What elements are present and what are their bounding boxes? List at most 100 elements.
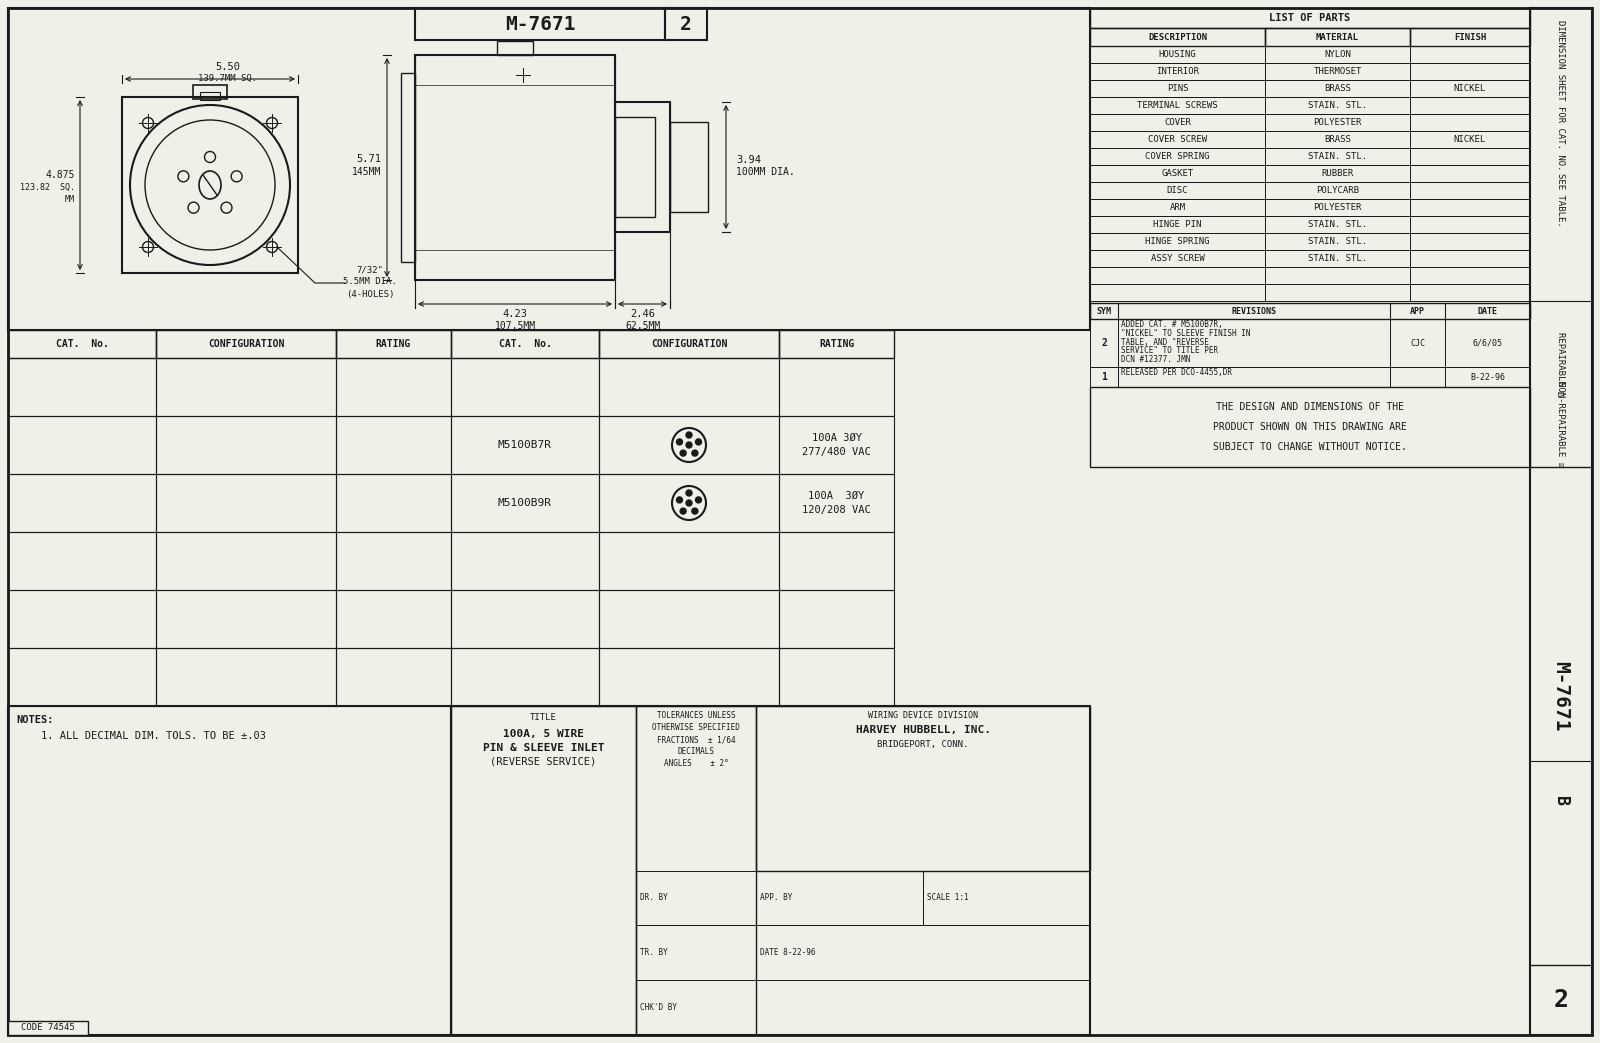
- Text: SYM: SYM: [1096, 307, 1112, 315]
- Text: BRASS: BRASS: [1325, 135, 1350, 144]
- Bar: [157, 474, 336, 532]
- Bar: [779, 474, 894, 532]
- Bar: [923, 871, 1090, 925]
- Bar: [1090, 28, 1266, 46]
- Text: CAT.  No.: CAT. No.: [499, 339, 552, 349]
- Bar: [336, 358, 451, 416]
- Text: REPAIRABLE □: REPAIRABLE □: [1557, 332, 1565, 396]
- Text: APP: APP: [1410, 307, 1426, 315]
- Text: SEE TABLE.: SEE TABLE.: [1557, 173, 1565, 227]
- Bar: [1410, 131, 1530, 148]
- Text: 2: 2: [1101, 338, 1107, 348]
- Bar: [1390, 367, 1445, 387]
- Bar: [1266, 233, 1410, 250]
- Text: SCALE 1:1: SCALE 1:1: [926, 894, 968, 902]
- Bar: [614, 117, 654, 217]
- Bar: [8, 648, 157, 706]
- Text: LIST OF PARTS: LIST OF PARTS: [1269, 13, 1350, 23]
- Bar: [1090, 46, 1266, 63]
- Bar: [1090, 131, 1266, 148]
- Bar: [1266, 148, 1410, 165]
- Bar: [8, 8, 1090, 330]
- Bar: [1090, 216, 1266, 233]
- Bar: [1445, 367, 1530, 387]
- Bar: [414, 55, 614, 280]
- Text: MATERIAL: MATERIAL: [1315, 32, 1358, 42]
- Text: 4.23: 4.23: [502, 309, 528, 319]
- Text: 62.5MM: 62.5MM: [626, 321, 661, 331]
- Circle shape: [686, 490, 691, 496]
- Text: 2.46: 2.46: [630, 309, 654, 319]
- Text: CODE 74545: CODE 74545: [21, 1023, 75, 1033]
- Bar: [637, 980, 757, 1035]
- Text: SUBJECT TO CHANGE WITHOUT NOTICE.: SUBJECT TO CHANGE WITHOUT NOTICE.: [1213, 442, 1406, 452]
- Bar: [1090, 267, 1266, 284]
- Bar: [1090, 165, 1266, 181]
- Bar: [336, 416, 451, 474]
- Bar: [1090, 387, 1530, 467]
- Bar: [157, 532, 336, 590]
- Bar: [1445, 319, 1530, 367]
- Bar: [1410, 199, 1530, 216]
- Circle shape: [686, 432, 691, 438]
- Text: COVER: COVER: [1165, 118, 1190, 127]
- Text: APP. BY: APP. BY: [760, 894, 792, 902]
- Bar: [1410, 80, 1530, 97]
- Bar: [637, 871, 757, 925]
- Text: 2: 2: [1554, 988, 1568, 1012]
- Text: 5.5MM DIA.: 5.5MM DIA.: [342, 277, 397, 287]
- Bar: [8, 474, 157, 532]
- Text: PIN & SLEEVE INLET: PIN & SLEEVE INLET: [483, 743, 605, 753]
- Circle shape: [686, 442, 691, 448]
- Bar: [157, 416, 336, 474]
- Bar: [8, 330, 157, 358]
- Bar: [757, 871, 923, 925]
- Bar: [451, 532, 598, 590]
- Text: 2: 2: [680, 15, 691, 33]
- Bar: [451, 590, 598, 648]
- Bar: [1266, 165, 1410, 181]
- Bar: [1090, 367, 1118, 387]
- Bar: [157, 358, 336, 416]
- Text: 1. ALL DECIMAL DIM. TOLS. TO BE ±.03: 1. ALL DECIMAL DIM. TOLS. TO BE ±.03: [16, 731, 266, 741]
- Text: REVISIONS: REVISIONS: [1232, 307, 1277, 315]
- Text: SERVICE" TO TITLE PER: SERVICE" TO TITLE PER: [1122, 346, 1218, 355]
- Text: NICKEL: NICKEL: [1454, 135, 1486, 144]
- Bar: [451, 474, 598, 532]
- Bar: [757, 706, 1090, 871]
- Bar: [598, 474, 779, 532]
- Text: TITLE: TITLE: [530, 713, 557, 723]
- Text: NON-REPAIRABLE ☒: NON-REPAIRABLE ☒: [1557, 381, 1565, 467]
- Text: 100A, 5 WIRE: 100A, 5 WIRE: [502, 729, 584, 739]
- Bar: [1090, 8, 1530, 28]
- Text: TERMINAL SCREWS: TERMINAL SCREWS: [1138, 101, 1218, 110]
- Text: 123.82  SQ.: 123.82 SQ.: [19, 183, 75, 192]
- Bar: [336, 474, 451, 532]
- Circle shape: [691, 451, 698, 456]
- Bar: [1410, 28, 1530, 46]
- Bar: [1266, 216, 1410, 233]
- Bar: [1266, 250, 1410, 267]
- Text: 3.94: 3.94: [736, 155, 762, 165]
- Text: 100A  3ØY: 100A 3ØY: [808, 491, 864, 501]
- Bar: [451, 358, 598, 416]
- Text: THE DESIGN AND DIMENSIONS OF THE: THE DESIGN AND DIMENSIONS OF THE: [1216, 402, 1405, 412]
- Bar: [598, 590, 779, 648]
- Text: ASSY SCREW: ASSY SCREW: [1150, 254, 1205, 263]
- Text: DATE 8-22-96: DATE 8-22-96: [760, 948, 816, 957]
- Bar: [637, 706, 757, 1035]
- Bar: [1090, 284, 1266, 301]
- Text: WIRING DEVICE DIVISION: WIRING DEVICE DIVISION: [867, 711, 978, 721]
- Bar: [1266, 97, 1410, 114]
- Bar: [1266, 267, 1410, 284]
- Text: ARM: ARM: [1170, 203, 1186, 212]
- Text: FINISH: FINISH: [1454, 32, 1486, 42]
- Text: BRASS: BRASS: [1325, 84, 1350, 93]
- Bar: [1090, 80, 1266, 97]
- Bar: [779, 648, 894, 706]
- Bar: [1118, 319, 1390, 367]
- Circle shape: [686, 500, 691, 506]
- Text: INTERIOR: INTERIOR: [1155, 67, 1198, 76]
- Text: B: B: [1552, 796, 1570, 806]
- Text: ANGLES    ± 2°: ANGLES ± 2°: [664, 759, 728, 769]
